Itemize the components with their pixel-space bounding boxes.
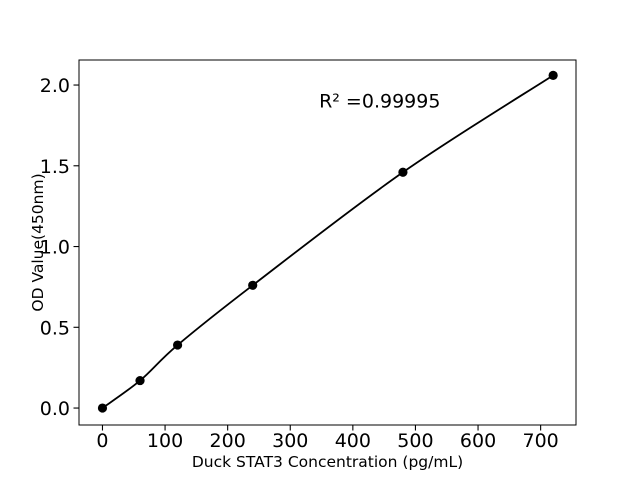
- data-point-marker: [248, 280, 258, 290]
- x-axis-label: Duck STAT3 Concentration (pg/mL): [192, 453, 463, 471]
- x-axis-tick-label: 300: [272, 430, 308, 452]
- y-axis-tick-label: 0.5: [40, 317, 70, 339]
- data-point-marker: [97, 403, 108, 413]
- x-axis-tick-label: 400: [335, 430, 371, 452]
- x-axis-tick-label: 700: [523, 430, 559, 452]
- x-axis-tick-label: 600: [460, 430, 496, 452]
- x-axis-tick-label: 100: [147, 430, 183, 452]
- y-axis-tick-label: 1.0: [40, 237, 70, 259]
- x-axis-tick-label: 0: [96, 430, 108, 452]
- plot-border: [78, 59, 577, 426]
- y-axis-label: OD Value(450nm): [29, 173, 47, 311]
- r-squared-annotation: R² =0.99995: [319, 91, 440, 113]
- data-point-marker: [135, 375, 145, 386]
- y-axis-tick-label: 2.0: [40, 75, 70, 97]
- x-axis-tick-label: 500: [397, 430, 433, 452]
- x-axis-tick-label: 200: [210, 430, 246, 452]
- standard-curve-line: [101, 74, 555, 409]
- y-axis-tick-label: 0.0: [40, 398, 70, 420]
- data-point-marker: [548, 70, 558, 80]
- y-axis-tick-label: 1.5: [40, 156, 70, 178]
- data-point-marker: [172, 340, 183, 350]
- data-point-marker: [398, 167, 408, 177]
